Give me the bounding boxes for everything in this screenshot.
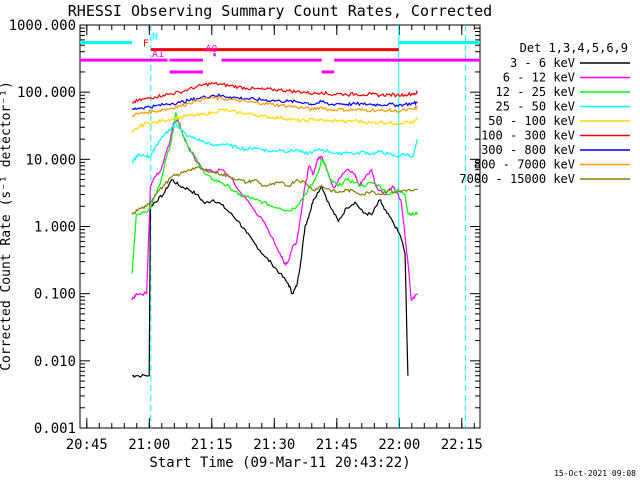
y-tick-label: 1000.000 (9, 18, 76, 34)
x-tick-label: 21:00 (128, 437, 170, 453)
y-tick-label: 1.000 (34, 220, 76, 236)
series-line (131, 165, 418, 215)
y-tick-label: 0.010 (34, 354, 76, 370)
series-line (131, 93, 418, 111)
series-line (131, 81, 419, 104)
plot-frame (79, 24, 481, 429)
footer-timestamp: 15-Oct-2021 09:08 (554, 469, 636, 478)
legend-title: Det 1,3,4,5,6,9 (520, 41, 628, 55)
legend-entry-label: 3 - 6 keV (510, 56, 575, 70)
y-tick-label: 0.001 (34, 421, 76, 437)
x-tick-label: 21:45 (316, 437, 358, 453)
legend-entry-label: 25 - 50 keV (496, 100, 575, 114)
flag-label: F (143, 39, 149, 50)
x-tick-label: 22:15 (441, 437, 483, 453)
flag-bars: NF A0 A1 (80, 31, 480, 74)
x-tick-label: 22:00 (378, 437, 420, 453)
x-tick-label: 21:15 (191, 437, 233, 453)
series-line (131, 116, 418, 302)
legend-entry-label: 300 - 800 keV (481, 143, 575, 157)
flag-label: A0 (205, 44, 217, 55)
y-tick-label: 10.000 (25, 152, 76, 168)
x-tick-label: 21:30 (253, 437, 295, 453)
series-line (131, 121, 419, 163)
tick-marks (80, 24, 480, 429)
y-axis-label: Corrected Count Rate (s⁻¹ detector⁻¹) (0, 81, 14, 371)
series-line (132, 178, 409, 378)
x-axis-label: Start Time (09-Mar-11 20:43:22) (149, 455, 410, 471)
chart-title: RHESSI Observing Summary Count Rates, Co… (68, 2, 492, 20)
legend-entry-label: 50 - 100 keV (488, 114, 575, 128)
x-tick-label: 20:45 (66, 437, 108, 453)
legend-entry-label: 800 - 7000 keV (474, 158, 575, 172)
series-line (131, 112, 419, 274)
x-tick-labels: 20:45 21:00 21:15 21:30 21:45 22:00 22:15 (66, 437, 483, 453)
series-lines (131, 81, 419, 378)
flag-label: A1 (152, 49, 164, 60)
legend-entry-label: 12 - 25 keV (496, 85, 575, 99)
series-line (131, 108, 418, 133)
y-tick-label: 100.000 (17, 85, 76, 101)
flag-label: N (152, 31, 158, 42)
series-line (131, 95, 418, 118)
y-tick-label: 0.100 (34, 287, 76, 303)
legend-entry-label: 100 - 300 keV (481, 129, 575, 143)
legend-entry-label: 7000 - 15000 keV (459, 172, 575, 186)
y-tick-labels: 0.001 0.010 0.100 1.000 10.000 100.000 1000.00… (9, 18, 76, 437)
legend-entry-label: 6 - 12 keV (503, 71, 575, 85)
